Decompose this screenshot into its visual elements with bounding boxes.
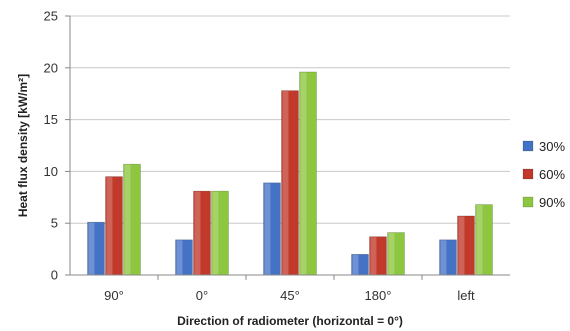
bar-highlight — [476, 205, 483, 275]
bar-highlight — [282, 91, 289, 275]
bar-highlight — [458, 216, 465, 275]
legend-swatch-30pct — [522, 140, 534, 152]
bar-highlight — [352, 254, 359, 275]
legend-label-30pct: 30% — [539, 139, 565, 154]
legend: 30% 60% 90% — [522, 139, 565, 210]
y-tick-label: 0 — [51, 268, 58, 283]
bar-highlight — [124, 164, 131, 275]
x-axis-title: Direction of radiometer (horizontal = 0°… — [177, 314, 403, 328]
y-axis-title: Heat flux density [kW/m²] — [16, 74, 30, 217]
legend-swatch-60pct — [522, 168, 534, 180]
x-tick-label: 90° — [104, 288, 124, 303]
legend-swatch-90pct — [522, 196, 534, 208]
legend-label-60pct: 60% — [539, 167, 565, 182]
y-axis-ticks: 0 5 10 15 20 25 — [44, 9, 70, 283]
y-tick-label: 20 — [44, 60, 58, 75]
x-tick-label: 0° — [196, 288, 208, 303]
x-tick-label: 45° — [280, 288, 300, 303]
bar-highlight — [212, 191, 219, 275]
x-tick-label: 180° — [365, 288, 392, 303]
x-tick-label: left — [457, 288, 475, 303]
bar-highlight — [370, 237, 377, 275]
bar-highlight — [88, 222, 95, 275]
bar-highlight — [106, 177, 113, 275]
bars — [87, 71, 493, 276]
bar-highlight — [194, 191, 201, 275]
y-tick-label: 25 — [44, 9, 58, 24]
bar-highlight — [176, 240, 183, 275]
y-tick-label: 10 — [44, 164, 58, 179]
bar-highlight — [264, 183, 271, 275]
bar-highlight — [388, 233, 395, 275]
bar-highlight — [440, 240, 447, 275]
x-axis-ticks: 90° 0° 45° 180° left — [104, 275, 475, 303]
y-tick-label: 15 — [44, 112, 58, 127]
y-tick-label: 5 — [51, 216, 58, 231]
bar-highlight — [300, 72, 307, 275]
legend-label-90pct: 90% — [539, 195, 565, 210]
